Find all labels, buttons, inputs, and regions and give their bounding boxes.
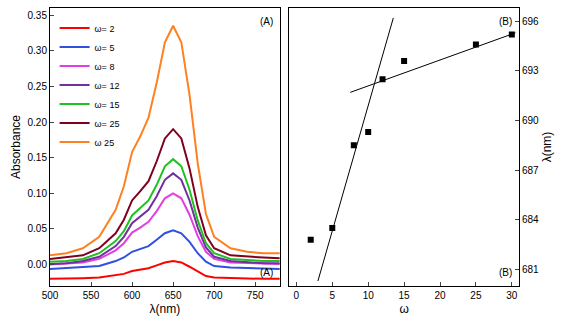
svg-text:0.00: 0.00 [28,259,48,270]
svg-text:0.10: 0.10 [28,188,48,199]
svg-text:687: 687 [522,165,539,176]
svg-text:684: 684 [522,214,539,225]
svg-text:(B): (B) [499,267,512,278]
svg-text:0.25: 0.25 [28,81,48,92]
svg-text:(A): (A) [260,267,273,278]
svg-text:ω= 12: ω= 12 [95,81,120,91]
svg-text:0.15: 0.15 [28,152,48,163]
svg-text:650: 650 [165,290,182,301]
svg-text:696: 696 [522,16,539,27]
svg-text:10: 10 [363,290,375,301]
svg-text:750: 750 [247,290,264,301]
svg-text:ω 25: ω 25 [95,138,115,148]
svg-text:Absorbance: Absorbance [9,115,23,179]
svg-text:30: 30 [506,290,518,301]
svg-text:700: 700 [206,290,223,301]
svg-text:(A): (A) [260,16,273,27]
svg-text:ω= 8: ω= 8 [95,62,115,72]
svg-text:5: 5 [329,290,335,301]
svg-text:ω: ω [399,302,408,316]
svg-text:600: 600 [124,290,141,301]
svg-text:ω= 5: ω= 5 [95,43,115,53]
svg-text:500: 500 [42,290,59,301]
svg-text:λ(nm): λ(nm) [150,302,181,316]
svg-text:693: 693 [522,65,539,76]
svg-text:0.05: 0.05 [28,223,48,234]
svg-text:λ(nm): λ(nm) [540,132,554,163]
svg-text:ω= 2: ω= 2 [95,24,115,34]
svg-text:0.20: 0.20 [28,117,48,128]
svg-text:0.35: 0.35 [28,10,48,21]
svg-text:20: 20 [434,290,446,301]
svg-text:15: 15 [399,290,411,301]
svg-text:ω= 25: ω= 25 [95,119,120,129]
svg-text:550: 550 [83,290,100,301]
svg-text:ω= 15: ω= 15 [95,100,120,110]
svg-text:25: 25 [470,290,482,301]
svg-text:681: 681 [522,264,539,275]
svg-text:690: 690 [522,115,539,126]
svg-text:0: 0 [294,290,300,301]
svg-text:(B): (B) [499,16,512,27]
svg-text:0.30: 0.30 [28,45,48,56]
